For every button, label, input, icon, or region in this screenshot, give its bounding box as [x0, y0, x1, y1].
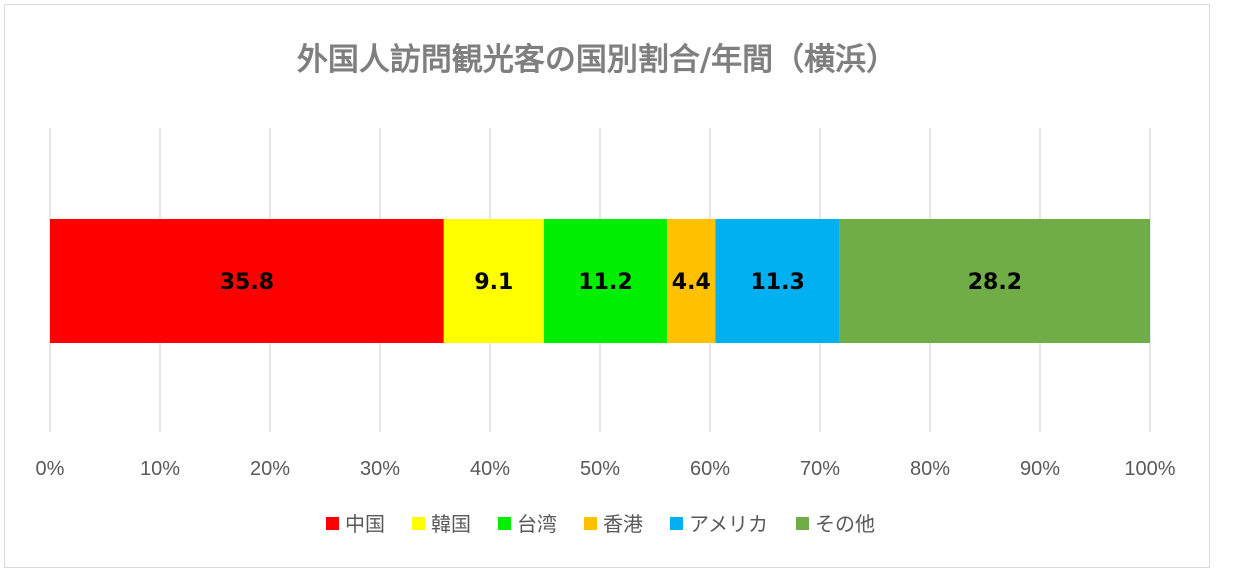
chart-title: 外国人訪問観光客の国別割合/年間（横浜） [297, 42, 897, 78]
legend-label: 中国 [345, 512, 385, 536]
legend-swatch [670, 517, 683, 530]
x-tick-label: 20% [250, 458, 290, 480]
x-tick-label: 10% [140, 458, 180, 480]
legend-swatch [498, 517, 511, 530]
legend-swatch [412, 517, 425, 530]
x-tick-label: 70% [800, 458, 840, 480]
data-label: 28.2 [968, 270, 1022, 295]
x-tick-label: 100% [1124, 458, 1175, 480]
legend-swatch [796, 517, 809, 530]
data-label: 11.2 [578, 270, 632, 295]
legend-label: アメリカ [689, 512, 768, 536]
x-tick-label: 0% [36, 458, 65, 480]
bar-segment [839, 219, 1150, 343]
legend: 中国 韓国 台湾 香港 アメリカ その他 [326, 512, 875, 536]
legend-label: 香港 [603, 512, 643, 536]
x-tick-label: 50% [580, 458, 620, 480]
legend-label: 台湾 [517, 512, 557, 536]
bar-segments [50, 219, 1150, 343]
bar-segment [543, 219, 668, 343]
x-axis-ticks: 0% 10% 20% 30% 40% 50% 60% 70% 80% 90% 100% [36, 458, 1176, 480]
data-label: 9.1 [474, 270, 513, 295]
bar-segment [715, 219, 840, 343]
x-tick-label: 40% [470, 458, 510, 480]
x-tick-label: 80% [910, 458, 950, 480]
data-label: 11.3 [751, 270, 805, 295]
legend-swatch [326, 517, 339, 530]
x-tick-label: 30% [360, 458, 400, 480]
legend-swatch [584, 517, 597, 530]
legend-label: 韓国 [431, 512, 471, 536]
data-label: 4.4 [672, 270, 711, 295]
bar-segment [50, 219, 444, 343]
x-tick-label: 90% [1020, 458, 1060, 480]
bar-segment [667, 219, 716, 343]
legend-label: その他 [815, 512, 875, 536]
data-labels: 35.8 9.1 11.2 4.4 11.3 28.2 [220, 270, 1022, 295]
x-tick-label: 60% [690, 458, 730, 480]
data-label: 35.8 [220, 270, 274, 295]
bar-segment [443, 219, 544, 343]
